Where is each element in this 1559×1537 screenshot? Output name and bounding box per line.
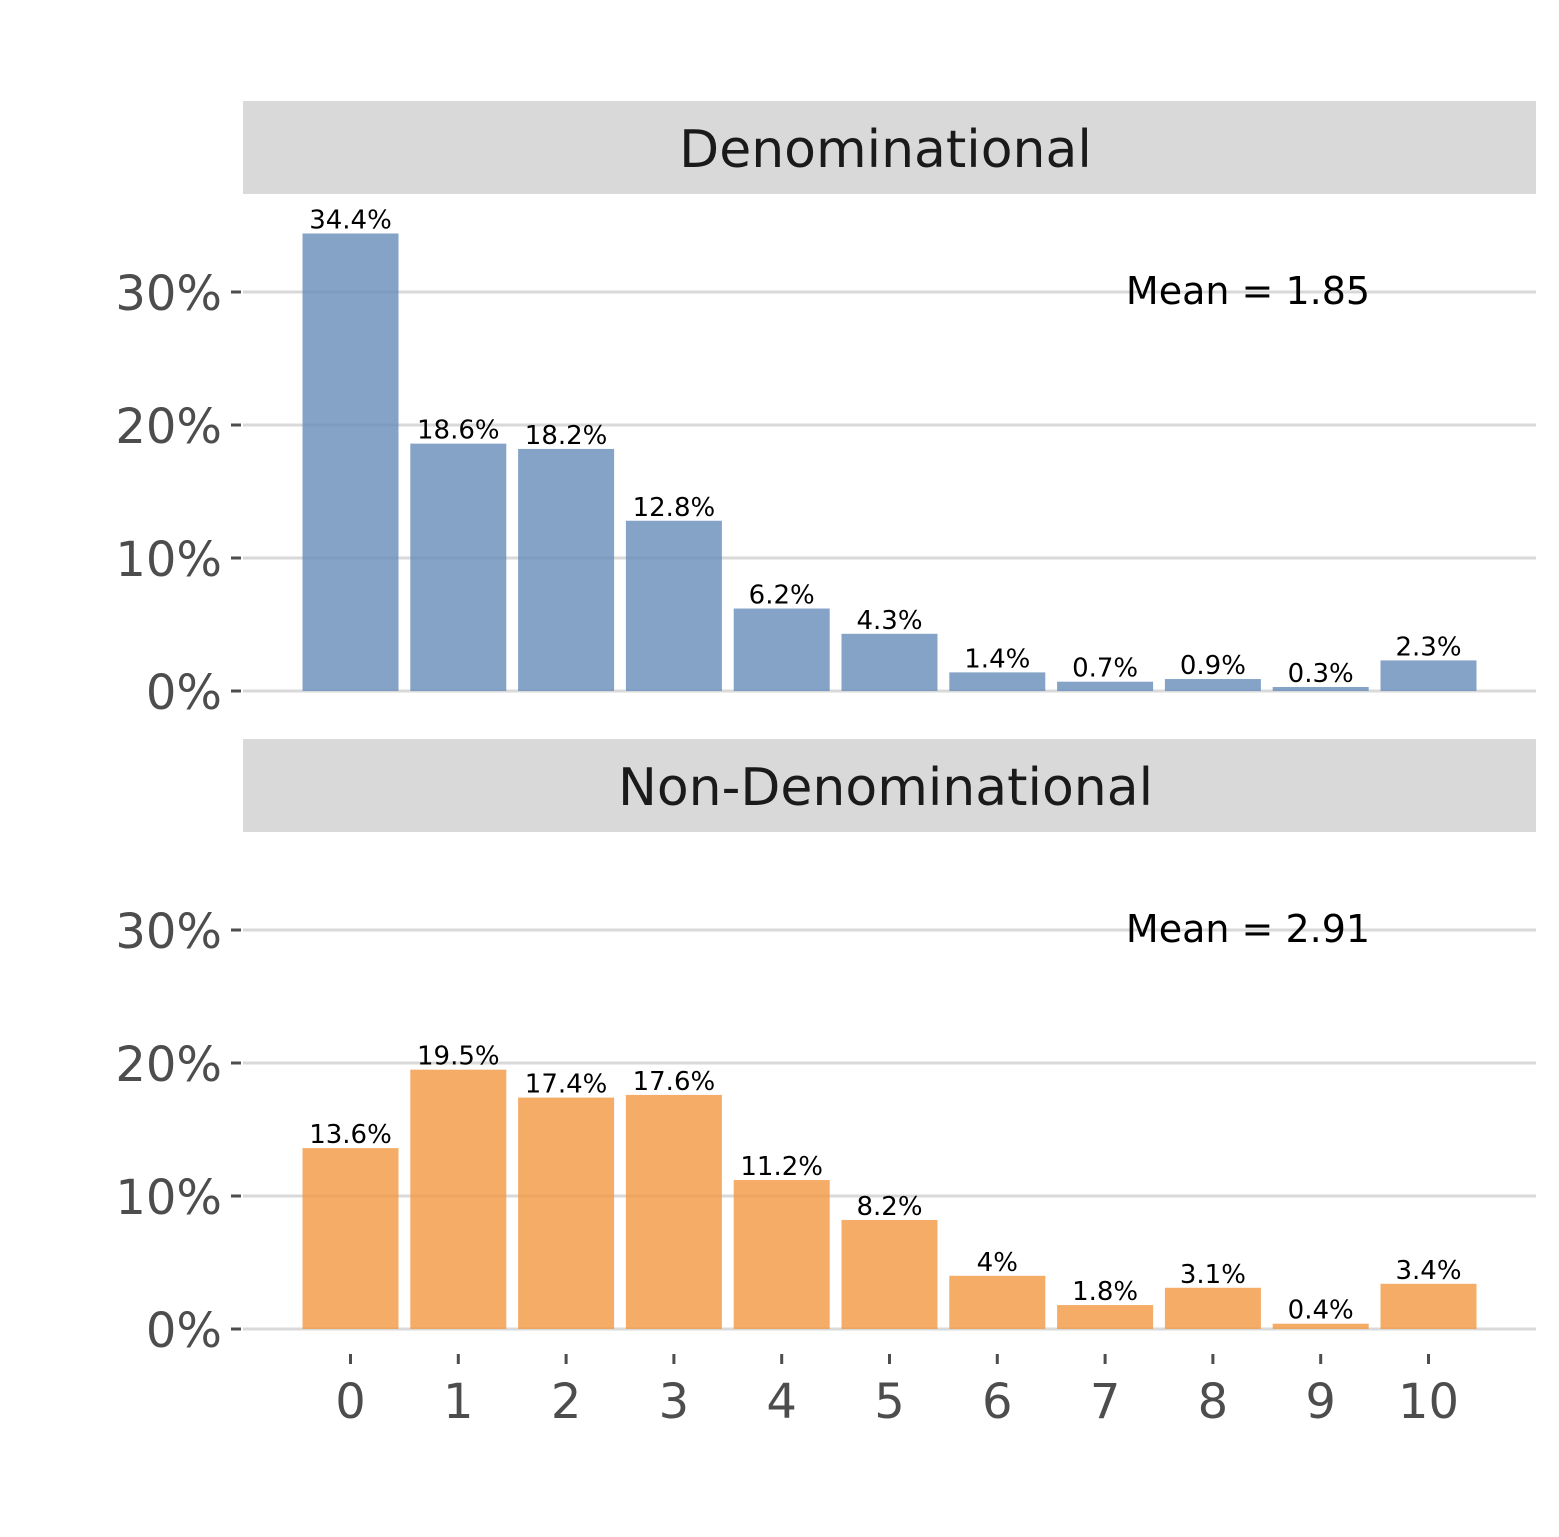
facet-strip bbox=[243, 739, 1536, 832]
x-axis: 0 1 2 3 4 5 6 7 8 9 10 bbox=[335, 1354, 1459, 1430]
bar-value-label: 6.2% bbox=[749, 581, 815, 611]
y-tick-label: 20% bbox=[115, 399, 222, 455]
x-tick-label: 3 bbox=[659, 1374, 690, 1430]
x-tick-label: 0 bbox=[335, 1374, 366, 1430]
bar bbox=[1057, 1305, 1154, 1329]
bar-value-label: 11.2% bbox=[740, 1152, 823, 1182]
bar bbox=[733, 1180, 830, 1329]
bar-value-label: 4.3% bbox=[856, 606, 922, 636]
bar bbox=[625, 1094, 722, 1329]
bar-value-label: 13.6% bbox=[309, 1120, 392, 1150]
bar bbox=[518, 448, 615, 691]
bar-value-label: 17.6% bbox=[633, 1067, 716, 1097]
bar-value-label: 19.5% bbox=[417, 1042, 500, 1072]
facet-title: Non-Denominational bbox=[618, 758, 1153, 818]
x-tick-label: 1 bbox=[443, 1374, 474, 1430]
y-tick-label: 20% bbox=[115, 1037, 222, 1093]
bar bbox=[1164, 679, 1261, 691]
y-tick-label: 10% bbox=[115, 1170, 222, 1226]
bar bbox=[302, 1148, 399, 1329]
bar bbox=[841, 633, 938, 691]
y-tick-label: 0% bbox=[146, 1303, 222, 1359]
bar-value-label: 0.7% bbox=[1072, 654, 1138, 684]
bar bbox=[949, 672, 1046, 691]
bar-value-label: 18.6% bbox=[417, 416, 500, 446]
y-tick-label: 30% bbox=[115, 266, 222, 322]
x-tick-label: 2 bbox=[551, 1374, 582, 1430]
y-tick-label: 0% bbox=[146, 665, 222, 721]
bar-value-label: 0.9% bbox=[1180, 651, 1246, 681]
y-tick-label: 30% bbox=[115, 904, 222, 960]
x-tick-label: 4 bbox=[766, 1374, 797, 1430]
bar bbox=[1380, 660, 1477, 691]
bar bbox=[1164, 1287, 1261, 1329]
bar-value-label: 0.3% bbox=[1288, 659, 1354, 689]
bar-value-label: 4% bbox=[977, 1248, 1018, 1278]
bar-value-label: 1.4% bbox=[964, 644, 1030, 674]
x-tick-label: 6 bbox=[982, 1374, 1013, 1430]
bar bbox=[410, 443, 507, 691]
panel-1: Non-Denominational 0% 10% 20% 30% 13.6% 19.5% 1… bbox=[115, 739, 1536, 1359]
facet-title: Denominational bbox=[679, 120, 1092, 180]
bar-value-label: 12.8% bbox=[633, 493, 716, 523]
panel-0: Denominational 0% 10% 20% 30% 34.4% 18.6% 18.2%… bbox=[115, 101, 1536, 721]
bar-value-label: 18.2% bbox=[525, 421, 608, 451]
bar-value-label: 0.4% bbox=[1288, 1296, 1354, 1326]
x-tick-label: 9 bbox=[1305, 1374, 1336, 1430]
bar bbox=[410, 1069, 507, 1329]
bar bbox=[625, 520, 722, 691]
bar bbox=[302, 233, 399, 692]
facet-strip bbox=[243, 101, 1536, 194]
y-tick-label: 10% bbox=[115, 532, 222, 588]
bar-value-label: 3.4% bbox=[1395, 1256, 1461, 1286]
mean-annotation: Mean = 1.85 bbox=[1126, 269, 1370, 313]
x-tick-label: 10 bbox=[1398, 1374, 1459, 1430]
bar-value-label: 8.2% bbox=[856, 1192, 922, 1222]
bar bbox=[1380, 1283, 1477, 1329]
bar-value-label: 2.3% bbox=[1395, 632, 1461, 662]
bar bbox=[1057, 681, 1154, 691]
bar bbox=[1272, 1323, 1369, 1329]
bar-value-label: 1.8% bbox=[1072, 1277, 1138, 1307]
x-tick-label: 5 bbox=[874, 1374, 905, 1430]
mean-annotation: Mean = 2.91 bbox=[1126, 907, 1370, 951]
bar-value-label: 17.4% bbox=[525, 1070, 608, 1100]
bar bbox=[733, 608, 830, 691]
bar bbox=[1272, 687, 1369, 691]
panels-layer: Denominational 0% 10% 20% 30% 34.4% 18.6% 18.2%… bbox=[115, 101, 1536, 1359]
bar bbox=[949, 1275, 1046, 1329]
x-tick-label: 7 bbox=[1090, 1374, 1121, 1430]
x-tick-label: 8 bbox=[1198, 1374, 1229, 1430]
bar-value-label: 34.4% bbox=[309, 205, 392, 235]
bar-value-label: 3.1% bbox=[1180, 1260, 1246, 1290]
bar bbox=[518, 1097, 615, 1329]
bar bbox=[841, 1219, 938, 1329]
